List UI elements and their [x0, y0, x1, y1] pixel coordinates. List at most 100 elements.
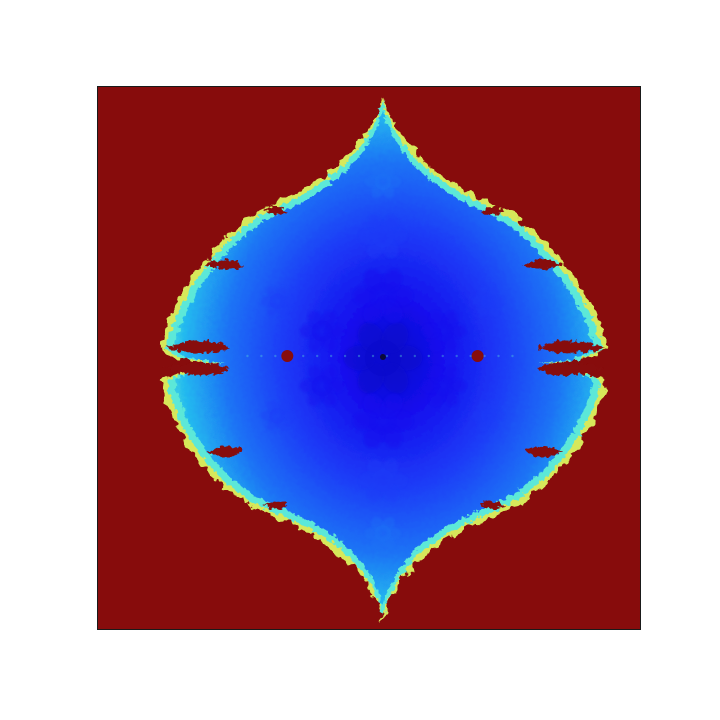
fractal-petal	[381, 393, 403, 417]
fractal-notch	[538, 362, 605, 376]
fractal-shape	[159, 94, 609, 622]
fractal-petal	[381, 268, 403, 293]
fractal-petal	[471, 295, 486, 307]
fractal-axis-dot	[497, 354, 500, 358]
fractal-petal	[371, 165, 384, 180]
fractal-petal	[477, 286, 490, 300]
fractal-axis-dot	[469, 354, 472, 358]
fractal-petal	[429, 388, 445, 407]
fractal-petal	[442, 310, 459, 329]
fractal-petal	[477, 400, 490, 414]
fractal-petal	[421, 378, 440, 394]
fractal-petal	[491, 410, 506, 422]
fractal-axis-dot	[302, 354, 305, 358]
fractal-petal	[371, 184, 384, 199]
fractal-petal	[487, 303, 500, 317]
fractal-axis-dot	[371, 354, 375, 358]
fractal-petal	[421, 323, 440, 339]
fractal-petal	[388, 286, 414, 306]
fractal-hole-left	[281, 350, 294, 362]
fractal-flower-center	[371, 469, 395, 492]
fractal-axis-dot	[260, 354, 263, 358]
fractal-petal	[381, 424, 403, 449]
fractal-petal	[326, 323, 345, 339]
fractal-petal	[326, 378, 345, 394]
fractal-petal	[321, 388, 337, 407]
fractal-petal	[447, 323, 467, 339]
fractal-petal	[381, 214, 399, 234]
fractal-petal	[442, 333, 459, 352]
fractal-petal	[266, 286, 279, 300]
fractal-notch	[480, 501, 505, 510]
fractal-petal	[381, 300, 403, 324]
fractal-petal	[429, 365, 445, 384]
fractal-flower-center	[369, 282, 397, 311]
fractal-axis-dot	[399, 354, 403, 358]
fractal-petal	[386, 175, 402, 188]
fractal-petal	[364, 175, 380, 188]
fractal-petal	[358, 472, 379, 489]
fractal-notch	[263, 206, 288, 215]
fractal-petal	[367, 214, 385, 234]
fractal-petal	[363, 393, 385, 417]
fractal-notch	[263, 501, 288, 510]
fractal-flower-center	[433, 320, 455, 342]
fractal-petal	[260, 295, 275, 307]
fractal-petal	[358, 228, 379, 245]
fractal-petal	[386, 527, 402, 540]
fractal-petal	[276, 303, 288, 317]
fractal-petal	[382, 165, 395, 180]
fractal-notch	[524, 446, 563, 457]
fractal-petal	[381, 458, 399, 478]
fractal-axis-dot	[511, 354, 514, 358]
fractal-petal	[371, 516, 384, 531]
fractal-hole-right	[471, 350, 484, 362]
fractal-image	[98, 87, 640, 629]
fractal-notch	[205, 446, 244, 457]
fractal-axis-dot	[441, 354, 444, 358]
fractal-notch	[538, 340, 605, 354]
fractal-axis-dot	[455, 354, 458, 358]
fractal-petal	[471, 410, 486, 422]
fractal-axis-dot	[315, 354, 319, 358]
fractal-petal	[260, 410, 275, 422]
fractal-petal	[280, 295, 294, 307]
fractal-flower-center	[311, 375, 333, 397]
fractal-notch	[205, 259, 244, 270]
fractal-petal	[442, 365, 459, 384]
fractal-petal	[442, 388, 459, 407]
fractal-petal	[364, 527, 380, 540]
fractal-petal	[429, 310, 445, 329]
fractal-notch	[163, 362, 230, 376]
fractal-petal	[266, 303, 279, 317]
fractal-petal	[382, 535, 395, 550]
fractal-petal	[388, 411, 414, 431]
fractal-petal	[299, 378, 318, 394]
fractal-petal	[487, 400, 500, 414]
fractal-petal	[307, 333, 324, 352]
fractal-petal	[429, 333, 445, 352]
fractal-petal	[371, 535, 384, 550]
fractal-petal	[276, 417, 288, 431]
fractal-flower-center	[374, 173, 392, 191]
fractal-axis-dot	[427, 354, 430, 358]
fractal-notch	[480, 206, 505, 215]
fractal-axis-dot	[343, 354, 347, 358]
fractal-axis-dot	[357, 354, 361, 358]
fractal-notch	[163, 340, 230, 354]
fractal-petal	[266, 417, 279, 431]
fractal-petal	[477, 303, 490, 317]
fractal-flower-center	[480, 408, 497, 424]
fractal-petal	[280, 410, 294, 422]
fractal-petal	[382, 516, 395, 531]
fractal-petal	[299, 323, 318, 339]
fractal-flower-center	[311, 320, 333, 342]
fractal-flower-center	[374, 524, 392, 542]
fractal-petal	[321, 365, 337, 384]
fractal-flower-center	[269, 293, 286, 309]
fractal-petal	[276, 286, 288, 300]
fractal-axis-dot	[246, 354, 249, 358]
fractal-petal	[266, 400, 279, 414]
fractal-petal	[363, 300, 385, 324]
